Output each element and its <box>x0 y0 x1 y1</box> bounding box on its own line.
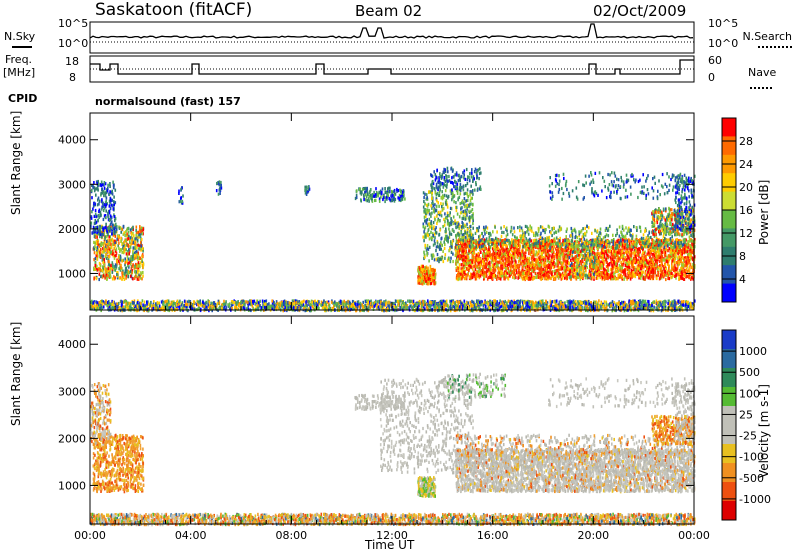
colorbar-swatch <box>722 349 736 369</box>
colorbar-swatch <box>722 387 736 407</box>
velocity-panel-data <box>90 372 696 527</box>
freq-tick-bottom: 8 <box>69 71 76 84</box>
nsky-line <box>89 23 694 39</box>
y-tick-label: 4000 <box>58 338 86 351</box>
freq-trace <box>90 59 694 75</box>
velocity-panel-axes: 1000 2000 3000 4000 00:00 04:00 08:00 12:00 16:0… <box>58 316 710 542</box>
nsky-label: N.Sky <box>4 30 36 43</box>
noise-tick-left-bottom: 10^0 <box>58 37 89 50</box>
colorbar-tick-label: -500 <box>739 472 764 485</box>
colorbar-tick-label: 20 <box>739 181 753 194</box>
nave-label: Nave <box>748 66 777 79</box>
nave-tick-top: 60 <box>708 54 722 67</box>
x-tick-label: 04:00 <box>175 529 207 542</box>
colorbar-tick-label: 1000 <box>739 345 767 358</box>
colorbar-tick-label: 28 <box>739 135 753 148</box>
colorbar-tick-label: -1000 <box>739 493 771 506</box>
noise-tick-right-bottom: 10^0 <box>708 37 739 50</box>
power-colorbar-label: Power [dB] <box>757 179 771 245</box>
y-tick-label: 1000 <box>58 479 86 492</box>
x-axis-label: Time UT <box>365 538 415 552</box>
power-ylabel: Slant Range [km] <box>9 110 23 215</box>
power-panel-data <box>90 166 696 313</box>
station-title: Saskatoon (fitACF) <box>95 0 253 20</box>
colorbar-swatch <box>722 173 736 193</box>
power-colorbar: 28 24 20 16 12 8 4 <box>721 117 753 303</box>
colorbar-tick-label: 4 <box>739 273 746 286</box>
colorbar-tick-label: 25 <box>739 408 753 421</box>
colorbar-swatch <box>722 265 736 285</box>
x-tick-label: 16:00 <box>477 529 509 542</box>
beam-title: Beam 02 <box>355 2 423 20</box>
x-tick-label: 08:00 <box>275 529 307 542</box>
y-tick-label: 2000 <box>58 432 86 445</box>
noise-trace <box>89 23 694 43</box>
cpid-value: normalsound (fast) 157 <box>95 95 241 108</box>
colorbar-swatch <box>722 118 736 137</box>
nsky-legend-line <box>12 46 32 48</box>
freq-line <box>90 59 694 75</box>
nsearch-legend-line <box>758 46 792 48</box>
colorbar-swatch <box>722 482 736 502</box>
colorbar-swatch <box>722 425 736 445</box>
date-title: 02/Oct/2009 <box>593 2 687 20</box>
colorbar-swatch <box>722 210 736 229</box>
colorbar-swatch <box>722 406 736 426</box>
colorbar-tick-label: -100 <box>739 451 764 464</box>
colorbar-tick-label: 24 <box>739 158 753 171</box>
colorbar-tick-label: 500 <box>739 366 760 379</box>
colorbar-tick-label: 100 <box>739 387 760 400</box>
freq-unit-label: [MHz] <box>3 66 36 79</box>
colorbar-swatch <box>722 136 736 156</box>
velocity-ylabel: Slant Range [km] <box>9 321 23 426</box>
y-tick-label: 3000 <box>58 178 86 191</box>
colorbar-swatch <box>722 330 736 350</box>
colorbar-swatch <box>722 283 736 303</box>
velocity-colorbar: 1000 500 100 25 -25 -100 -500 -1000 <box>721 329 771 521</box>
x-tick-label: 00:00 <box>678 529 710 542</box>
colorbar-tick-label: 8 <box>739 250 746 263</box>
nave-legend-line <box>750 87 772 89</box>
x-tick-label: 20:00 <box>577 529 609 542</box>
x-tick-label: 00:00 <box>74 529 106 542</box>
freq-tick-top: 18 <box>65 55 79 68</box>
power-panel-frame <box>89 112 695 311</box>
colorbar-tick-label: 12 <box>739 227 753 240</box>
freq-label: Freq. <box>5 53 33 66</box>
colorbar-frame <box>721 329 737 521</box>
x-tick-label: 12:00 <box>376 529 408 542</box>
nsearch-label: N.Search <box>742 30 792 43</box>
colorbar-swatch <box>722 228 736 248</box>
colorbar-swatch <box>722 463 736 483</box>
y-tick-label: 3000 <box>58 385 86 398</box>
colorbar-swatch <box>722 191 736 211</box>
power-panel-axes: 1000 2000 3000 4000 <box>58 113 695 310</box>
colorbar-tick-label: -25 <box>739 430 757 443</box>
colorbar-swatch <box>722 501 736 521</box>
velocity-colorbar-label: Velocity [m s-1] <box>757 384 771 478</box>
nave-tick-bottom: 0 <box>708 71 715 84</box>
colorbar-swatch <box>722 444 736 464</box>
y-tick-label: 1000 <box>58 267 86 280</box>
noise-tick-left-top: 10^5 <box>58 17 89 30</box>
noise-tick-right-top: 10^5 <box>708 17 739 30</box>
colorbar-swatch <box>722 368 736 388</box>
y-tick-label: 4000 <box>58 134 86 147</box>
colorbar-tick-label: 16 <box>739 204 753 217</box>
y-tick-label: 2000 <box>58 223 86 236</box>
cpid-label: CPID <box>8 92 38 105</box>
